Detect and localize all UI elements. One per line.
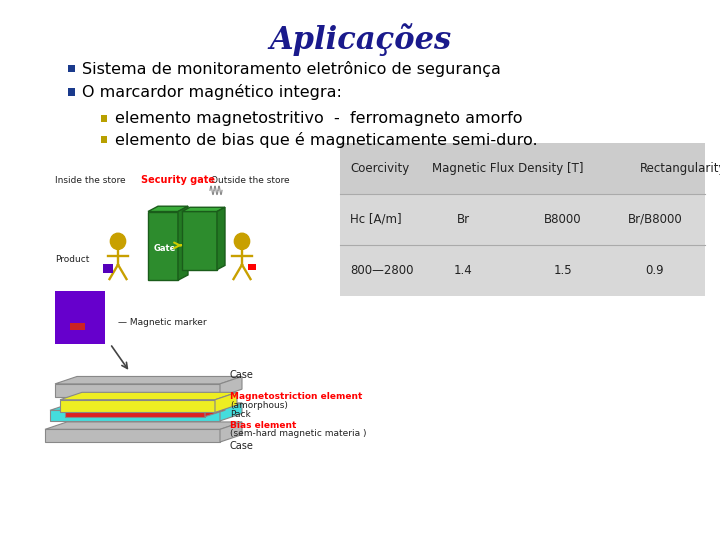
Bar <box>101 137 107 143</box>
Text: elemento magnetostritivo  -  ferromagneto amorfo: elemento magnetostritivo - ferromagneto … <box>115 111 523 126</box>
Text: O marcardor magnético integra:: O marcardor magnético integra: <box>82 84 342 100</box>
Text: Magnetic Flux Density [T]: Magnetic Flux Density [T] <box>432 162 584 175</box>
Polygon shape <box>65 400 225 406</box>
Polygon shape <box>148 206 188 212</box>
Text: (sem-hard magnetic materia ): (sem-hard magnetic materia ) <box>230 429 366 438</box>
Bar <box>103 265 113 273</box>
Text: 0.9: 0.9 <box>646 264 665 277</box>
Text: Sistema de monitoramento eletrônico de segurança: Sistema de monitoramento eletrônico de s… <box>82 60 501 77</box>
Bar <box>45 429 220 442</box>
Text: Magnetostriction element: Magnetostriction element <box>230 392 362 401</box>
Polygon shape <box>220 376 242 396</box>
Text: 800—2800: 800—2800 <box>350 264 413 277</box>
Text: elemento de bias que é magneticamente semi-duro.: elemento de bias que é magneticamente se… <box>115 132 538 147</box>
Text: Hc [A/m]: Hc [A/m] <box>350 213 402 226</box>
Text: Case: Case <box>230 441 254 451</box>
Bar <box>60 400 215 413</box>
Bar <box>55 291 105 343</box>
Bar <box>68 65 75 72</box>
Bar <box>148 212 178 280</box>
Bar <box>65 406 205 417</box>
Circle shape <box>110 233 126 249</box>
Text: Product: Product <box>55 254 90 264</box>
Text: Aplicações: Aplicações <box>269 23 451 56</box>
Text: Bias element: Bias element <box>230 421 297 430</box>
Text: (amorphous): (amorphous) <box>230 401 288 409</box>
Polygon shape <box>215 393 237 413</box>
Text: Outside the store: Outside the store <box>211 176 289 185</box>
Text: B8000: B8000 <box>544 213 582 226</box>
Bar <box>248 265 256 269</box>
Polygon shape <box>60 393 237 400</box>
Bar <box>55 384 220 396</box>
Text: Security gate: Security gate <box>141 175 215 185</box>
Bar <box>340 143 705 296</box>
Bar <box>182 212 217 269</box>
Polygon shape <box>45 422 242 429</box>
Text: Coercivity: Coercivity <box>350 162 409 175</box>
Text: Rectangularity: Rectangularity <box>640 162 720 175</box>
Bar <box>70 322 85 330</box>
Text: Introdução ao Magnetismo  -  UNICAMP 2015: Introdução ao Magnetismo - UNICAMP 2015 <box>14 517 295 530</box>
Bar <box>50 410 220 421</box>
Text: Gate: Gate <box>154 244 176 253</box>
Bar <box>340 143 705 194</box>
Text: Case: Case <box>230 370 254 380</box>
Circle shape <box>234 233 250 249</box>
Text: Br/B8000: Br/B8000 <box>628 213 683 226</box>
Polygon shape <box>50 403 242 410</box>
Text: Br: Br <box>456 213 469 226</box>
Polygon shape <box>182 207 225 212</box>
Text: 1.4: 1.4 <box>454 264 472 277</box>
Text: Inside the store: Inside the store <box>55 176 125 185</box>
Polygon shape <box>55 376 242 384</box>
Text: — Magnetic marker: — Magnetic marker <box>118 318 207 327</box>
Polygon shape <box>205 400 225 417</box>
Text: 1.5: 1.5 <box>554 264 572 277</box>
Bar <box>68 89 75 96</box>
Polygon shape <box>220 422 242 442</box>
Text: Pack: Pack <box>230 410 251 419</box>
Polygon shape <box>178 206 188 280</box>
Polygon shape <box>220 403 242 421</box>
Bar <box>101 115 107 122</box>
Polygon shape <box>217 207 225 269</box>
